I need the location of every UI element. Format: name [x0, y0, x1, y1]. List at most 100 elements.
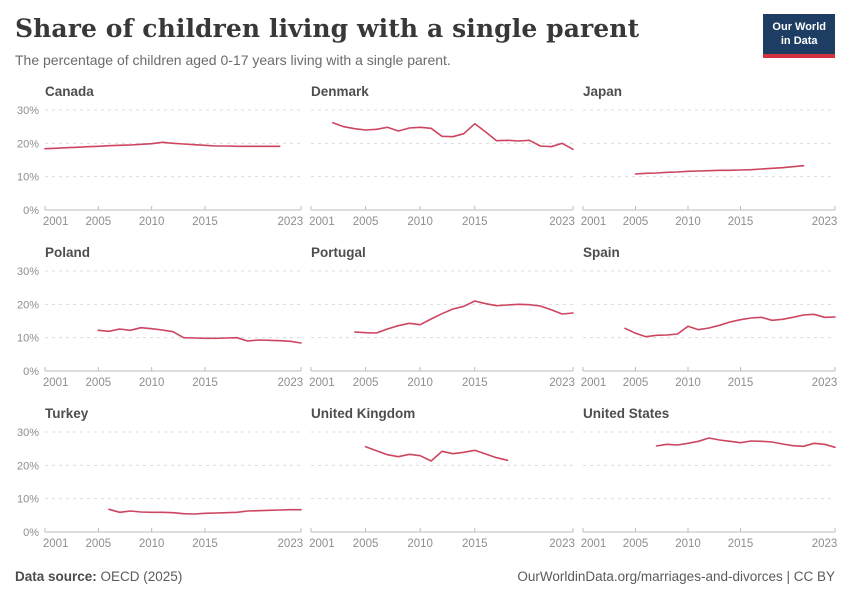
panel-title: Poland — [45, 245, 91, 260]
x-tick-label: 2001 — [581, 377, 607, 389]
owid-logo: Our World in Data — [763, 14, 835, 58]
y-tick-label: 20% — [17, 138, 39, 150]
x-tick-label: 2010 — [407, 538, 433, 550]
x-tick-label: 2023 — [549, 377, 575, 389]
x-tick-label: 2001 — [309, 538, 335, 550]
chart-panel-turkey: Turkey 2001 2005 2010 2015 2023 0% 10% 20% 30% — [15, 406, 304, 550]
x-tick-label: 2005 — [623, 538, 649, 550]
chart-header: Share of children living with a single p… — [15, 14, 835, 68]
data-line — [634, 164, 805, 175]
x-tick-label: 2015 — [192, 377, 218, 389]
y-tick-label: 0% — [23, 527, 39, 539]
chart-panel-denmark: Denmark 2001 2005 2010 2015 2023 — [309, 84, 575, 228]
data-source-label: Data source: — [15, 569, 97, 584]
data-line — [331, 121, 574, 151]
data-line — [97, 326, 302, 344]
line-chart: 2001 2005 2010 2015 2023 — [309, 431, 575, 550]
x-tick-label: 2010 — [139, 216, 165, 228]
data-source: Data source: OECD (2025) — [15, 569, 182, 584]
line-chart: 2001 2005 2010 2015 2023 — [309, 109, 575, 228]
chart-panel-poland: Poland 2001 2005 2010 2015 2023 0% 10% 20% 30% — [15, 245, 304, 389]
chart-panel-canada: Canada 2001 2005 2010 2015 2023 0% 10% 20% 30% — [15, 84, 304, 228]
x-tick-label: 2005 — [353, 377, 379, 389]
x-tick-label: 2023 — [549, 538, 575, 550]
data-line — [44, 141, 281, 150]
y-tick-label: 10% — [17, 172, 39, 184]
x-tick-label: 2015 — [462, 538, 488, 550]
panel-title: Portugal — [311, 245, 366, 260]
panel-title: United Kingdom — [311, 406, 416, 421]
data-line — [655, 437, 836, 449]
x-tick-label: 2015 — [462, 216, 488, 228]
x-tick-label: 2010 — [675, 538, 701, 550]
chart-panel-united-kingdom: United Kingdom 2001 2005 2010 2015 2023 — [309, 406, 575, 550]
y-tick-label: 30% — [17, 266, 39, 278]
chart-panel-united-states: United States 2001 2005 2010 2015 2023 — [581, 406, 838, 550]
data-line — [108, 508, 302, 515]
x-tick-label: 2015 — [192, 538, 218, 550]
y-tick-label: 20% — [17, 299, 39, 311]
line-chart: 2001 2005 2010 2015 2023 0% 10% 20% 30% — [17, 427, 304, 550]
x-tick-label: 2005 — [86, 216, 112, 228]
page-subtitle: The percentage of children aged 0-17 yea… — [15, 52, 451, 68]
x-tick-label: 2001 — [581, 216, 607, 228]
line-chart: 2001 2005 2010 2015 2023 — [581, 109, 837, 228]
chart-panel-portugal: Portugal 2001 2005 2010 2015 2023 — [309, 245, 575, 389]
x-tick-label: 2005 — [623, 216, 649, 228]
line-chart: 2001 2005 2010 2015 2023 — [309, 270, 575, 389]
x-tick-label: 2023 — [278, 377, 304, 389]
y-tick-label: 30% — [17, 427, 39, 439]
x-tick-label: 2015 — [728, 377, 754, 389]
data-line — [353, 300, 574, 334]
x-tick-label: 2010 — [675, 216, 701, 228]
x-tick-label: 2005 — [86, 377, 112, 389]
x-tick-label: 2023 — [278, 538, 304, 550]
chart-panel-japan: Japan 2001 2005 2010 2015 2023 — [581, 84, 838, 228]
x-tick-label: 2001 — [43, 216, 69, 228]
x-tick-label: 2001 — [309, 216, 335, 228]
x-tick-label: 2015 — [192, 216, 218, 228]
data-source-value: OECD (2025) — [96, 569, 183, 584]
x-tick-label: 2005 — [86, 538, 112, 550]
line-chart: 2001 2005 2010 2015 2023 0% 10% 20% 30% — [17, 266, 304, 389]
panel-title: Denmark — [311, 84, 369, 99]
x-tick-label: 2015 — [728, 538, 754, 550]
chart-panel-spain: Spain 2001 2005 2010 2015 2023 — [581, 245, 838, 389]
line-chart: 2001 2005 2010 2015 2023 — [581, 270, 837, 389]
x-tick-label: 2015 — [728, 216, 754, 228]
x-tick-label: 2001 — [43, 538, 69, 550]
x-tick-label: 2010 — [139, 377, 165, 389]
y-tick-label: 0% — [23, 366, 39, 378]
panel-title: Spain — [583, 245, 620, 260]
x-tick-label: 2015 — [462, 377, 488, 389]
y-tick-label: 0% — [23, 205, 39, 217]
data-line — [364, 445, 509, 462]
owid-link[interactable]: OurWorldinData.org/marriages-and-divorce… — [517, 569, 835, 584]
x-tick-label: 2001 — [43, 377, 69, 389]
x-tick-label: 2023 — [549, 216, 575, 228]
data-line — [624, 313, 836, 338]
y-tick-label: 30% — [17, 105, 39, 117]
panel-title: Japan — [583, 84, 623, 99]
x-tick-label: 2005 — [353, 216, 379, 228]
line-chart: 2001 2005 2010 2015 2023 — [581, 431, 838, 550]
panel-title: Canada — [45, 84, 94, 99]
small-multiples-grid: Canada 2001 2005 2010 2015 2023 0% 10% 20% 30% Den… — [15, 84, 838, 550]
owid-logo-line1: Our World — [772, 21, 826, 33]
page-title: Share of children living with a single p… — [15, 14, 640, 43]
x-tick-label: 2023 — [278, 216, 304, 228]
line-chart: 2001 2005 2010 2015 2023 0% 10% 20% 30% — [17, 105, 304, 228]
x-tick-label: 2010 — [675, 377, 701, 389]
x-tick-label: 2010 — [407, 216, 433, 228]
panel-title: Turkey — [45, 406, 89, 421]
chart-footer: Data source: OECD (2025) OurWorldinData.… — [15, 569, 835, 584]
owid-logo-line2: in Data — [780, 35, 818, 48]
y-tick-label: 20% — [17, 460, 39, 472]
x-tick-label: 2005 — [623, 377, 649, 389]
x-tick-label: 2023 — [812, 538, 838, 550]
x-tick-label: 2010 — [139, 538, 165, 550]
x-tick-label: 2001 — [309, 377, 335, 389]
x-tick-label: 2001 — [581, 538, 607, 550]
x-tick-label: 2010 — [407, 377, 433, 389]
